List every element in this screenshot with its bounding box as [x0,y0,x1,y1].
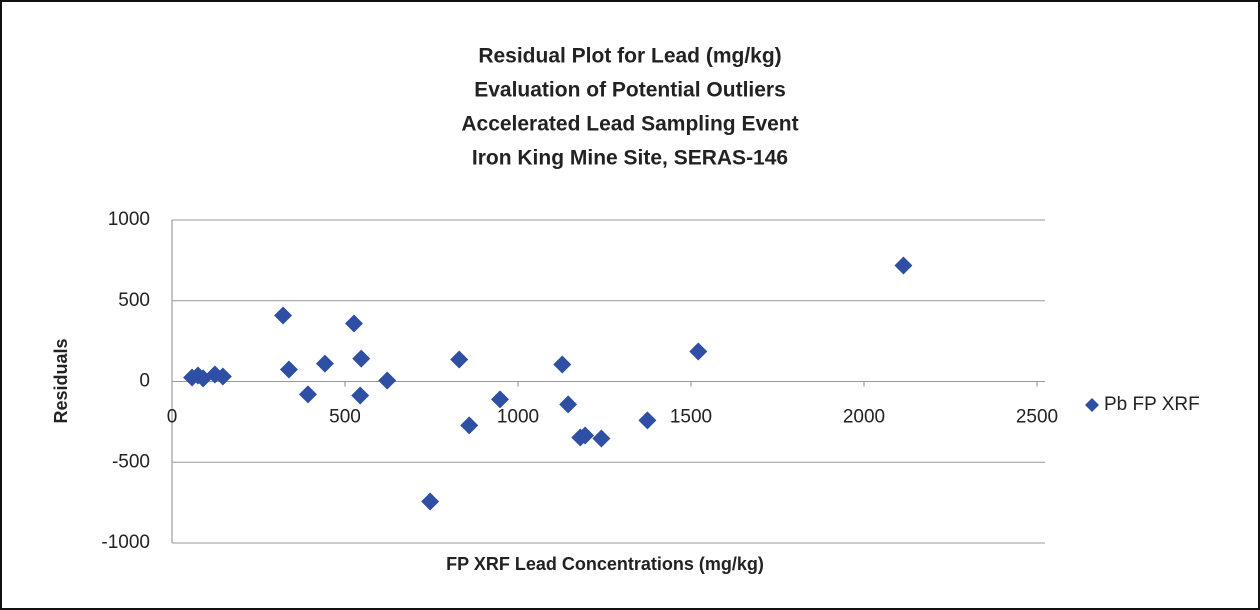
data-point [351,386,370,405]
chart-title: Accelerated Lead Sampling Event [461,113,798,136]
y-tick-label: 1000 [108,209,150,230]
data-point [689,342,708,361]
y-axis-title: Residuals [51,338,71,423]
y-tick-label: 500 [118,290,150,311]
chart-title: Iron King Mine Site, SERAS-146 [472,147,788,170]
chart-title: Residual Plot for Lead (mg/kg) [478,45,781,68]
legend-marker [1085,398,1099,412]
x-tick-label: 1000 [497,407,539,428]
y-tick-label: -500 [112,451,150,472]
data-point [298,385,317,404]
data-point [213,367,232,386]
data-point [378,371,397,390]
x-tick-label: 1500 [670,407,712,428]
data-point [576,426,595,445]
data-point [894,256,913,275]
data-point [460,416,479,435]
data-point [279,360,298,379]
data-point [352,349,371,368]
data-point [638,411,657,430]
chart-title: Evaluation of Potential Outliers [474,79,786,102]
data-point [553,355,572,374]
x-tick-label: 2500 [1016,407,1058,428]
data-point [421,492,440,511]
x-tick-label: 0 [167,407,178,428]
data-point [315,354,334,373]
legend-label: Pb FP XRF [1104,394,1200,415]
x-axis-title: FP XRF Lead Concentrations (mg/kg) [446,554,764,574]
x-tick-label: 2000 [843,407,885,428]
y-tick-label: -1000 [101,532,150,553]
data-point [592,429,611,448]
x-tick-label: 500 [329,407,361,428]
data-point [450,350,469,369]
data-point [491,390,510,409]
data-point [559,395,578,414]
y-tick-label: 0 [139,371,150,392]
data-point [344,314,363,333]
data-point [274,306,293,325]
